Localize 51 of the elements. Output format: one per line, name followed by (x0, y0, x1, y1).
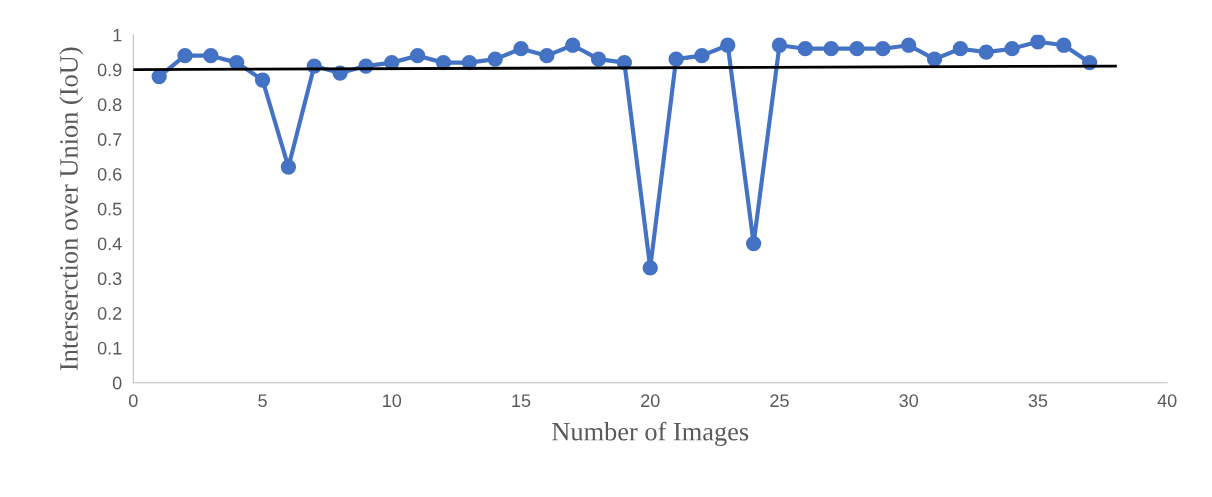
y-tick-label: 0.5 (97, 202, 122, 216)
point (254, 72, 271, 88)
point (668, 51, 684, 67)
x-tick-label: 30 (899, 394, 919, 408)
x-tick-label: 40 (1157, 394, 1177, 408)
point (771, 37, 788, 53)
y-tick-label: 0.3 (97, 272, 122, 286)
point (849, 41, 865, 57)
x-tick-label: 0 (129, 394, 138, 408)
point (978, 44, 994, 60)
point (1004, 41, 1020, 57)
point (513, 41, 529, 57)
x-tick-label: 20 (641, 394, 660, 408)
y-tick-label: 0 (112, 376, 122, 390)
point (409, 48, 426, 64)
y-tick-label: 0.9 (97, 63, 122, 77)
point (901, 37, 917, 53)
y-tick-label: 0.4 (97, 237, 122, 251)
point (487, 51, 503, 67)
y-tick-label: 1 (113, 28, 122, 42)
point (565, 37, 581, 53)
y-tick-label: 0.1 (97, 341, 122, 355)
x-tick-label: 5 (258, 394, 267, 408)
y-axis-title: Interserction over Union (IoU) (59, 47, 84, 371)
x-tick-label: 25 (770, 394, 789, 408)
point (694, 48, 710, 64)
point (952, 41, 969, 57)
point (151, 68, 167, 85)
point (797, 41, 813, 57)
point (177, 48, 193, 64)
point (1030, 34, 1046, 50)
x-tick-label: 15 (512, 394, 531, 408)
point (720, 37, 736, 53)
y-tick-label: 0.2 (97, 307, 122, 320)
y-tick-label: 0.8 (97, 98, 122, 112)
x-axis-title: Number of Images (552, 421, 749, 447)
x-tick-label: 35 (1028, 394, 1048, 408)
point (229, 54, 245, 71)
x-tick-label: 10 (383, 394, 402, 408)
point (539, 48, 555, 64)
y-tick-label: 0.7 (97, 133, 122, 146)
point (642, 260, 658, 276)
point (745, 235, 762, 252)
point (203, 48, 219, 64)
point (1056, 37, 1072, 53)
point (590, 51, 607, 67)
point (280, 159, 297, 175)
point (823, 41, 839, 57)
point (926, 51, 943, 67)
y-tick-label: 0.6 (97, 167, 122, 181)
point (875, 41, 891, 57)
